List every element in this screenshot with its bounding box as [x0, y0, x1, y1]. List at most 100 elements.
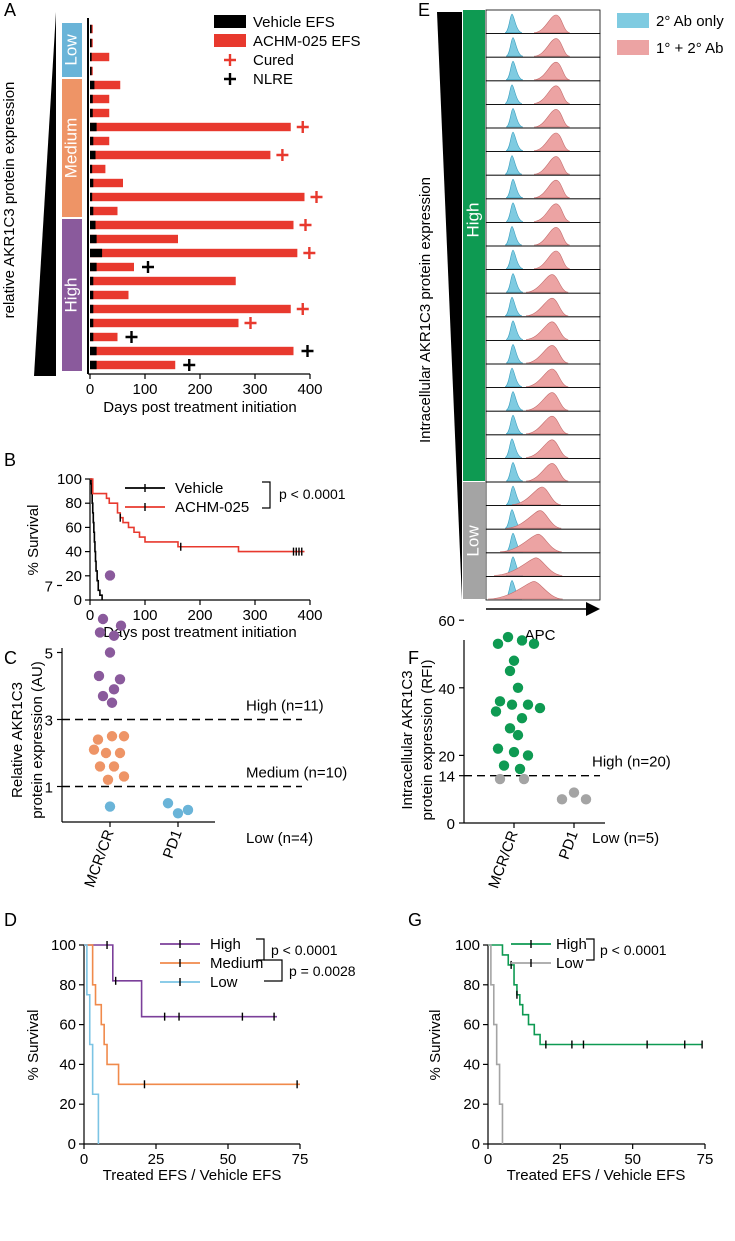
cured-marker: [299, 219, 312, 231]
panel-d-survival: 0 20 40 60 80 100 0 25 50 75 % Survival Treated EFS…: [25, 936, 356, 1184]
group-label-low: Low: [61, 34, 80, 66]
point-high: [514, 763, 526, 775]
bar-achm025: [90, 94, 110, 104]
expression-gradient-triangle: [34, 12, 56, 376]
x-tick-label: 0: [86, 381, 94, 398]
y-axis-label-2: protein expression (AU): [29, 661, 46, 819]
x-axis-label: Days post treatment initiation: [103, 399, 296, 416]
panel-label-f: F: [408, 648, 419, 668]
km-line-medium: [84, 944, 300, 1086]
low-label: Low (n=4): [246, 830, 313, 847]
cured-marker: [276, 149, 289, 161]
p-value-1: p < 0.0001: [271, 942, 338, 958]
primary-ab-histogram: [525, 321, 569, 340]
y-tick-label: 100: [57, 471, 82, 488]
group-label-high: High: [463, 203, 482, 238]
legend-swatch-secondary: [617, 13, 649, 28]
panel-label-b: B: [4, 450, 16, 470]
nlre-marker: [125, 331, 138, 343]
primary-ab-histogram: [493, 557, 563, 576]
x-axis-label: APC: [525, 627, 556, 644]
primary-ab-histogram: [533, 61, 570, 81]
panel-label-c: C: [4, 648, 17, 668]
cured-marker: [303, 247, 316, 259]
cured-marker: [296, 303, 309, 315]
secondary-ab-histogram: [505, 391, 524, 411]
secondary-ab-histogram: [505, 202, 524, 222]
km-line-low: [488, 944, 504, 1144]
point-high: [490, 706, 502, 717]
panel-c-scatter: 1 3 5 7 Relative AKR1C3 protein expression (A…: [9, 570, 347, 890]
km-line-high: [488, 944, 703, 1046]
y-tick-label: 60: [438, 613, 455, 630]
bar-achm025: [90, 80, 121, 90]
y-tick-label: 0: [472, 1136, 480, 1153]
point-high: [516, 635, 528, 646]
group-band-medium: [62, 79, 82, 217]
point-medium: [118, 731, 130, 742]
legend-swatch: [214, 34, 246, 47]
secondary-ab-histogram: [504, 367, 523, 387]
point-high: [492, 638, 504, 650]
x-tick-label: PD1: [160, 828, 186, 861]
primary-ab-histogram: [533, 14, 570, 33]
panel-label-g: G: [408, 910, 422, 930]
bar-achm025: [90, 290, 129, 300]
y-tick-label: 0: [447, 816, 455, 833]
bar-achm025: [90, 192, 305, 202]
primary-ab-histogram: [533, 250, 570, 269]
point-low: [580, 794, 592, 805]
y-tick-label: 40: [59, 1056, 76, 1073]
legend-label: 1° + 2° Ab: [656, 40, 723, 57]
y-tick-label: 60: [463, 1017, 480, 1034]
legend-label: Cured: [253, 52, 294, 69]
primary-ab-histogram: [533, 109, 570, 128]
bar-vehicle: [90, 220, 96, 230]
x-tick-label: 300: [242, 381, 267, 398]
bar-vehicle: [90, 276, 94, 286]
secondary-ab-histogram: [505, 131, 524, 151]
point-low: [162, 798, 174, 809]
bar-vehicle: [90, 178, 94, 188]
primary-ab-histogram: [525, 392, 569, 411]
point-high: [106, 697, 118, 708]
y-axis-label: % Survival: [25, 505, 42, 576]
bar-achm025: [90, 318, 239, 328]
panel-g-survival: 0 20 40 60 80 100 0 25 50 75 % Survival Treated EFS…: [427, 936, 713, 1184]
point-high: [108, 684, 120, 695]
bar-vehicle: [90, 262, 97, 272]
point-high: [114, 674, 126, 685]
bar-vehicle: [90, 66, 92, 76]
x-tick-label: 100: [132, 381, 157, 398]
point-medium: [88, 744, 100, 755]
y-tick-label: 3: [45, 713, 53, 730]
point-low: [104, 801, 116, 812]
y-axis-label: % Survival: [427, 1010, 444, 1081]
point-high: [498, 760, 510, 771]
point-high: [512, 729, 524, 741]
point-medium: [100, 747, 112, 759]
x-tick-label: 25: [552, 1151, 569, 1168]
secondary-ab-histogram: [504, 226, 523, 246]
point-medium: [106, 731, 118, 742]
x-tick-label: 25: [148, 1151, 165, 1168]
km-line-low: [84, 944, 100, 1144]
secondary-ab-histogram: [504, 155, 523, 175]
point-high: [516, 713, 528, 724]
bar-vehicle: [90, 304, 94, 314]
point-medium: [92, 734, 104, 745]
primary-ab-histogram: [533, 85, 570, 104]
bar-achm025: [90, 164, 106, 174]
bar-achm025: [90, 248, 298, 258]
bar-vehicle: [90, 52, 92, 62]
legend-plus: [224, 73, 236, 85]
primary-ab-histogram: [525, 345, 569, 364]
legend-label: Vehicle: [175, 480, 223, 497]
primary-ab-histogram: [533, 132, 570, 151]
y-axis-label: Intracellular AKR1C3 protein expression: [417, 177, 434, 443]
secondary-ab-histogram: [505, 37, 524, 57]
point-medium: [108, 761, 120, 772]
point-high: [93, 670, 105, 682]
group-band-high: [463, 10, 485, 481]
